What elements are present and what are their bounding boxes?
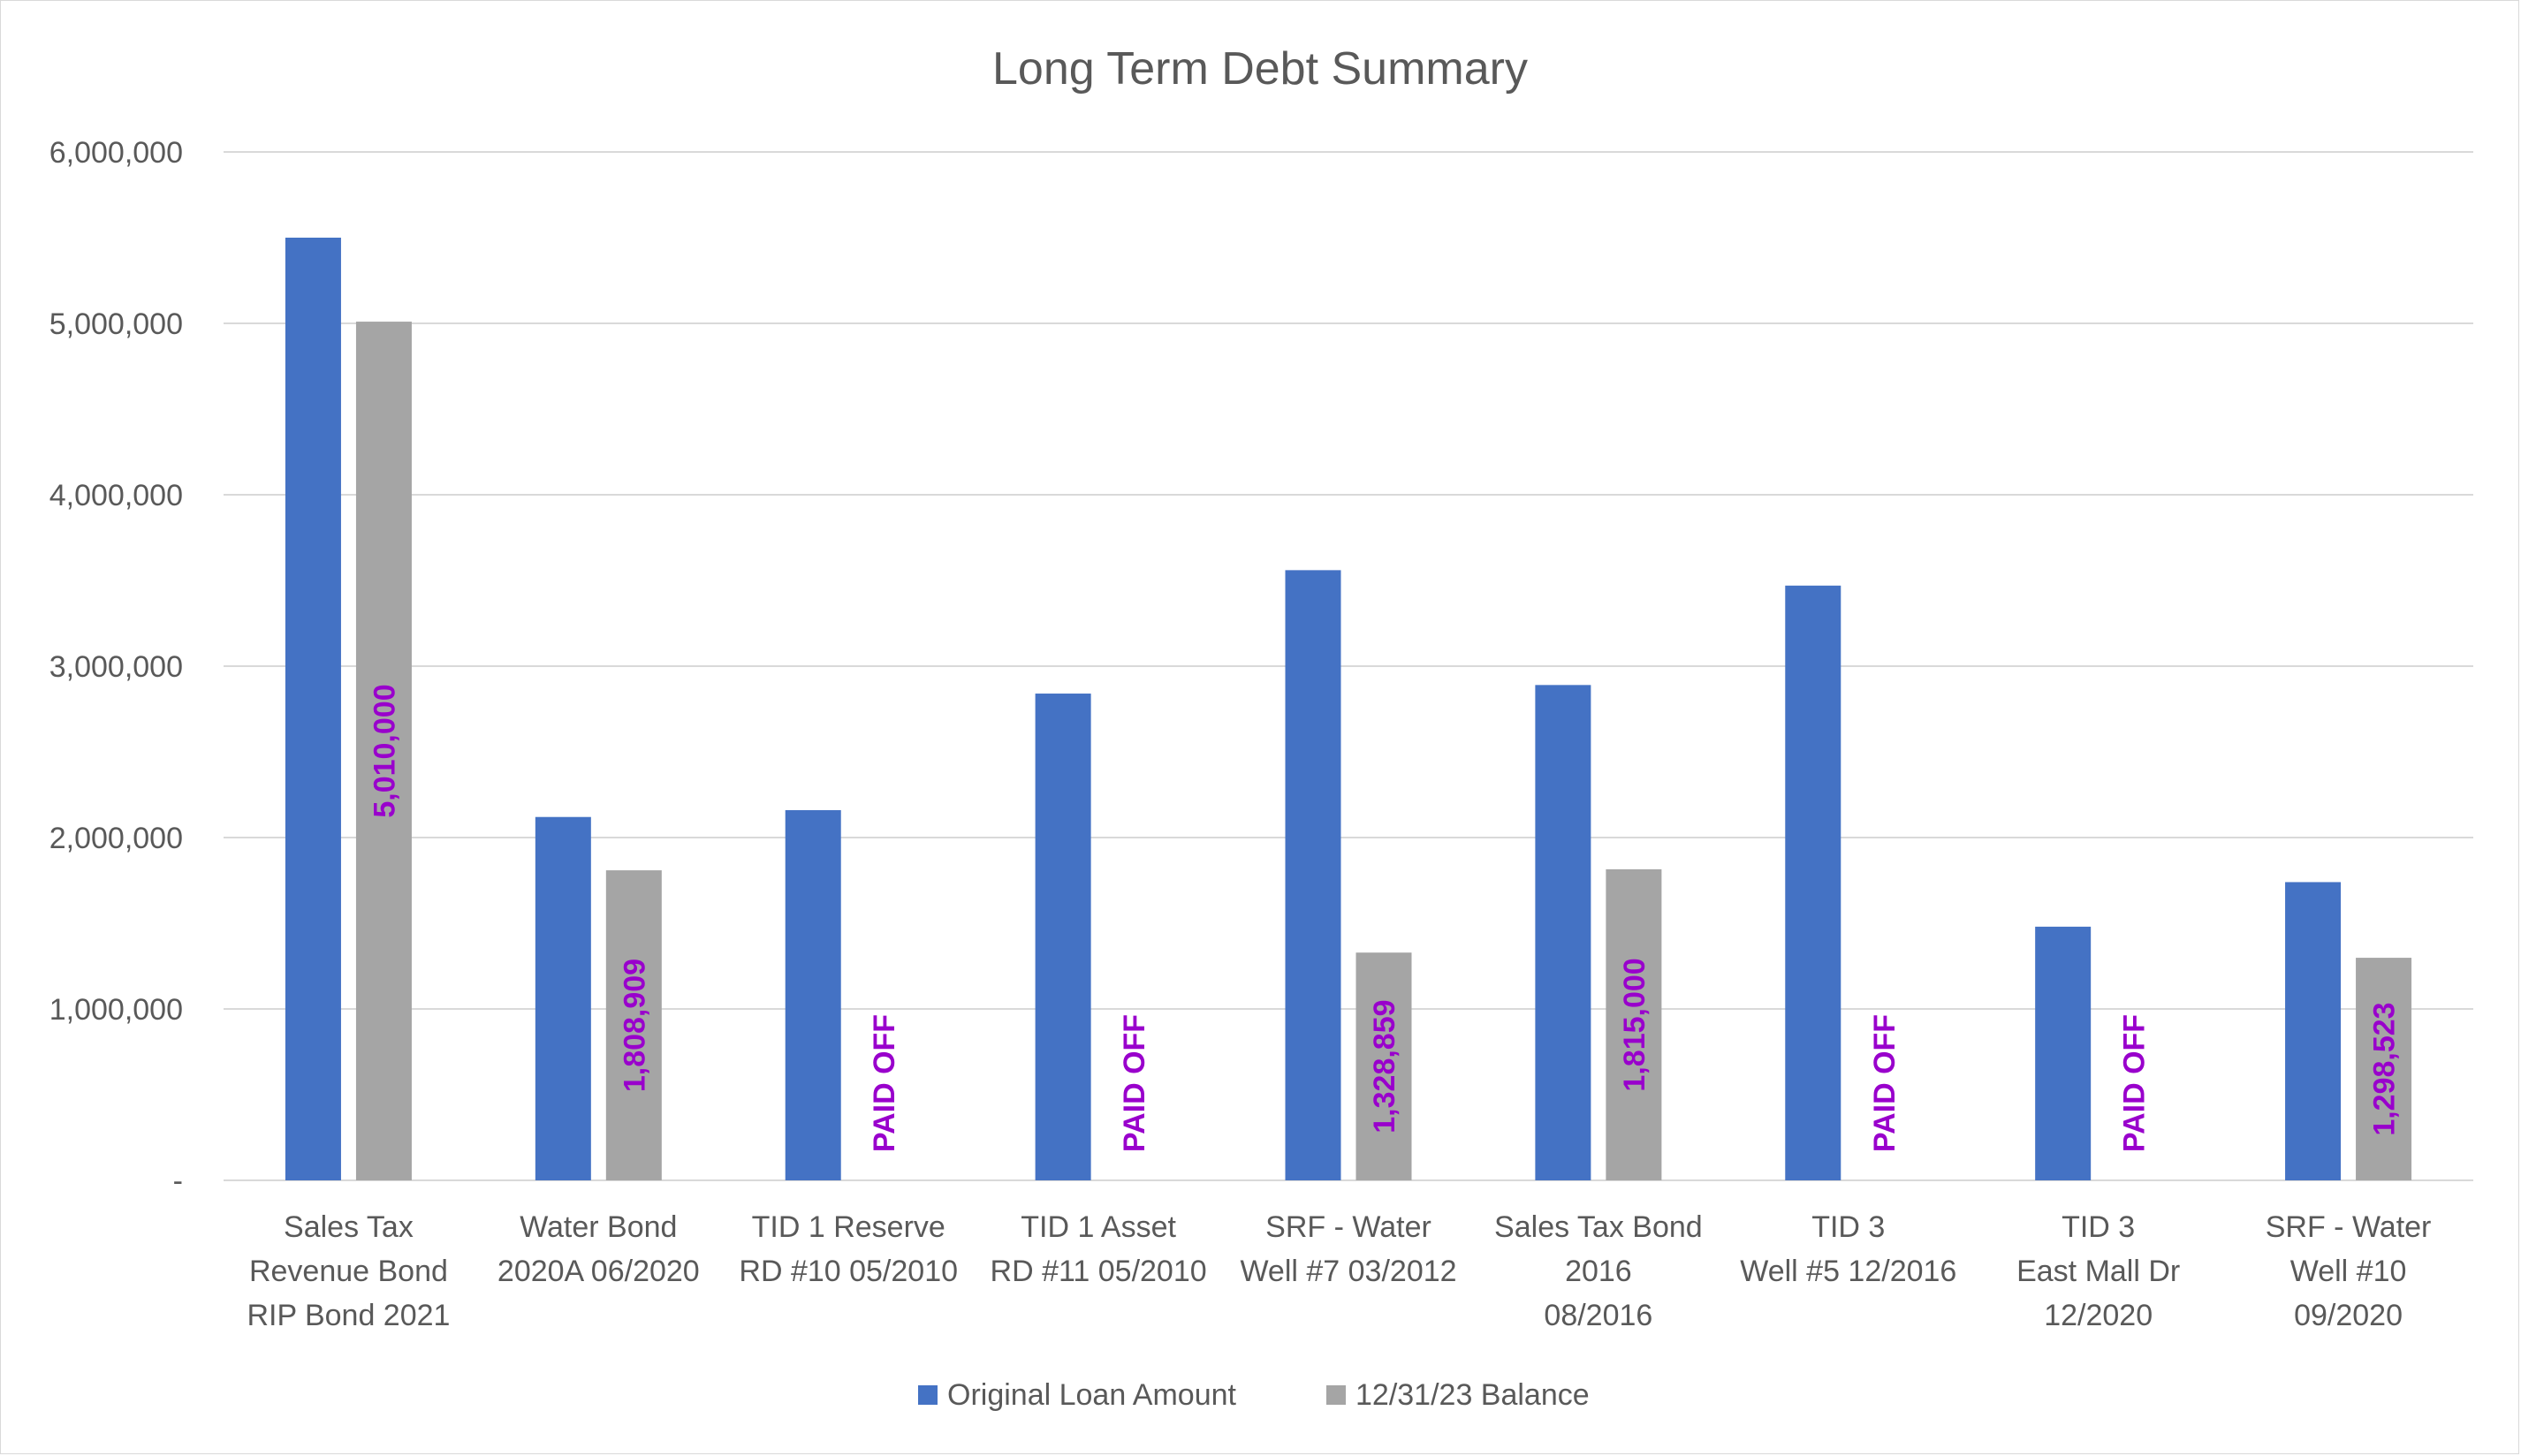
bar-balance <box>2356 958 2412 1180</box>
gridlines <box>224 151 2473 1181</box>
bar-original-loan-amount <box>2285 882 2342 1180</box>
y-tick-label: 5,000,000 <box>49 307 183 341</box>
bar-original-loan-amount <box>1285 570 1341 1180</box>
x-tick-label: 12/2020 <box>2044 1299 2153 1332</box>
data-label: 1,808,909 <box>618 959 651 1092</box>
x-axis-ticks: Sales Tax Revenue Bond RIP Bond 2021 Water … <box>247 1210 2431 1332</box>
bar-balance <box>1355 952 1412 1180</box>
data-label: 5,010,000 <box>368 684 401 817</box>
x-tick-label: SRF - Water <box>2266 1210 2432 1244</box>
x-tick-label: Well #5 12/2016 <box>1740 1255 1956 1288</box>
y-tick-label: 4,000,000 <box>49 479 183 512</box>
x-tick-label: TID 1 Reserve <box>752 1210 945 1244</box>
bar-balance <box>1606 868 1662 1180</box>
x-tick-label: Water Bond <box>520 1210 677 1244</box>
legend-swatch <box>1326 1385 1346 1405</box>
x-tick-label: 09/2020 <box>2294 1299 2403 1332</box>
y-tick-label: 2,000,000 <box>49 822 183 855</box>
x-tick-label: TID 1 Asset <box>1021 1210 1176 1244</box>
x-tick-label: 2020A 06/2020 <box>497 1255 700 1288</box>
legend-swatch <box>918 1385 938 1405</box>
x-tick-label: TID 3 <box>2062 1210 2135 1244</box>
data-label: PAID OFF <box>868 1014 901 1152</box>
y-tick-label: 1,000,000 <box>49 993 183 1027</box>
legend-label: Original Loan Amount <box>947 1378 1237 1412</box>
y-tick-label: 6,000,000 <box>49 136 183 170</box>
bar-original-loan-amount <box>2035 926 2092 1180</box>
bar-original-loan-amount <box>785 809 841 1180</box>
y-tick-label: - <box>173 1164 183 1198</box>
data-labels: 5,010,000 1,808,909 PAID OFF PAID OFF 1,328,… <box>368 684 2401 1152</box>
data-label: 1,815,000 <box>1618 958 1652 1091</box>
y-axis-ticks: - 1,000,000 2,000,000 3,000,000 4,000,000 5,0… <box>49 136 183 1198</box>
data-label: PAID OFF <box>2118 1014 2152 1152</box>
data-label: 1,328,859 <box>1368 999 1401 1133</box>
bar-original-loan-amount <box>1035 694 1091 1180</box>
data-label: PAID OFF <box>1868 1014 1902 1152</box>
x-tick-label: RD #11 05/2010 <box>991 1255 1207 1288</box>
legend-label: 12/31/23 Balance <box>1355 1378 1590 1412</box>
x-tick-label: RD #10 05/2010 <box>739 1255 958 1288</box>
legend: Original Loan Amount 12/31/23 Balance <box>918 1378 1590 1412</box>
x-tick-label: TID 3 <box>1811 1210 1885 1244</box>
x-tick-label: 2016 <box>1565 1255 1632 1288</box>
y-tick-label: 3,000,000 <box>49 650 183 684</box>
bar-original-loan-amount <box>285 238 341 1180</box>
data-label: PAID OFF <box>1118 1014 1151 1152</box>
x-tick-label: Sales Tax Bond <box>1494 1210 1703 1244</box>
x-tick-label: Revenue Bond <box>249 1255 448 1288</box>
x-tick-label: Well #7 03/2012 <box>1240 1255 1456 1288</box>
x-tick-label: SRF - Water <box>1265 1210 1431 1244</box>
bars <box>285 238 2412 1180</box>
bar-original-loan-amount <box>1785 585 1841 1180</box>
bar-original-loan-amount <box>1535 685 1591 1180</box>
bar-balance <box>355 322 412 1180</box>
x-tick-label: RIP Bond 2021 <box>247 1299 450 1332</box>
x-tick-label: Sales Tax <box>284 1210 414 1244</box>
x-tick-label: Well #10 <box>2290 1255 2407 1288</box>
x-tick-label: 08/2016 <box>1544 1299 1652 1332</box>
data-label: 1,298,523 <box>2368 1002 2402 1135</box>
x-tick-label: East Mall Dr <box>2016 1255 2180 1288</box>
chart-title: Long Term Debt Summary <box>992 43 1528 95</box>
bar-balance <box>605 870 662 1180</box>
bar-original-loan-amount <box>535 816 591 1180</box>
